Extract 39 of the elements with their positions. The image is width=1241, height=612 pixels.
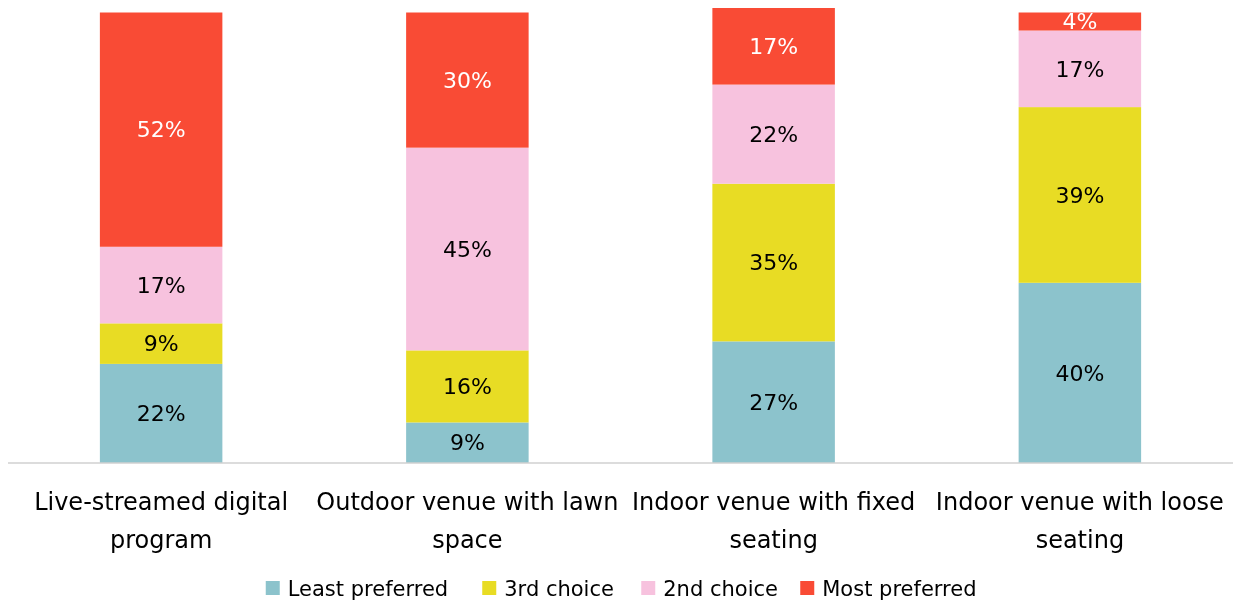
data-label: 17% bbox=[749, 33, 799, 59]
data-label: 40% bbox=[1055, 360, 1105, 386]
data-label: 17% bbox=[1055, 56, 1105, 82]
data-label: 4% bbox=[1062, 9, 1098, 35]
bar bbox=[1018, 282, 1142, 463]
bar bbox=[712, 84, 835, 184]
legend-label: 2nd choice bbox=[663, 577, 778, 601]
bar bbox=[712, 183, 835, 342]
data-label: 17% bbox=[136, 272, 186, 298]
bar bbox=[99, 323, 223, 364]
data-label: 45% bbox=[442, 236, 492, 262]
bar bbox=[406, 12, 529, 148]
data-label: 9% bbox=[143, 331, 179, 357]
bar bbox=[1018, 107, 1142, 283]
x-tick-label: Indoor venue with fixed seating bbox=[631, 488, 916, 554]
bar bbox=[99, 12, 223, 247]
data-label: 16% bbox=[442, 374, 492, 400]
x-tick-label: Live-streamed digital program bbox=[34, 488, 289, 554]
bar bbox=[406, 147, 529, 351]
data-label: 52% bbox=[136, 117, 186, 143]
bar bbox=[712, 341, 835, 463]
data-label: 30% bbox=[442, 67, 492, 93]
data-label: 9% bbox=[449, 430, 485, 456]
data-label: 35% bbox=[749, 250, 799, 276]
bar bbox=[406, 350, 529, 423]
legend-label: Most preferred bbox=[822, 577, 977, 601]
bar bbox=[712, 8, 835, 85]
x-tick-label: Outdoor venue with lawn space bbox=[316, 488, 619, 554]
data-label: 39% bbox=[1055, 182, 1105, 208]
legend-label: Least preferred bbox=[287, 577, 449, 601]
data-label: 22% bbox=[136, 401, 186, 427]
x-tick-label: Indoor venue with loose seating bbox=[935, 488, 1224, 554]
data-label: 22% bbox=[749, 121, 799, 147]
data-label: 27% bbox=[749, 389, 799, 415]
legend-label: 3rd choice bbox=[504, 577, 614, 601]
bar bbox=[99, 246, 223, 324]
bar bbox=[1018, 30, 1142, 108]
bar bbox=[99, 363, 223, 463]
bar bbox=[406, 422, 529, 463]
